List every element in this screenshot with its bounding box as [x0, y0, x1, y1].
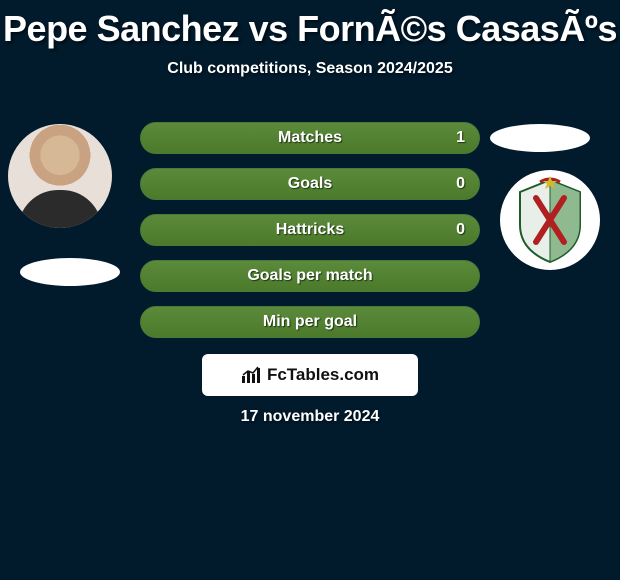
stat-value: 1	[456, 129, 465, 147]
stat-value: 0	[456, 221, 465, 239]
stat-label: Goals per match	[247, 267, 372, 285]
stat-label: Hattricks	[276, 221, 344, 239]
brand-box: FcTables.com	[202, 354, 418, 396]
team-logo-left	[20, 258, 120, 286]
player-left-photo	[8, 124, 112, 228]
page-title: Pepe Sanchez vs FornÃ©s CasasÃºs	[0, 0, 620, 50]
stat-label: Matches	[278, 129, 342, 147]
shield-icon	[500, 170, 600, 270]
stat-row-goals: Goals 0	[140, 168, 480, 200]
stat-value: 0	[456, 175, 465, 193]
bar-chart-icon	[241, 366, 263, 384]
brand-text: FcTables.com	[267, 365, 379, 385]
stat-row-goals-per-match: Goals per match	[140, 260, 480, 292]
stat-label: Min per goal	[263, 313, 357, 331]
stat-label: Goals	[288, 175, 332, 193]
team-logo-right	[500, 170, 600, 270]
stats-container: Matches 1 Goals 0 Hattricks 0 Goals per …	[140, 122, 480, 352]
date-line: 17 november 2024	[0, 408, 620, 426]
stat-row-matches: Matches 1	[140, 122, 480, 154]
subtitle: Club competitions, Season 2024/2025	[0, 60, 620, 78]
stat-row-min-per-goal: Min per goal	[140, 306, 480, 338]
player-right-placeholder	[490, 124, 590, 152]
stat-row-hattricks: Hattricks 0	[140, 214, 480, 246]
